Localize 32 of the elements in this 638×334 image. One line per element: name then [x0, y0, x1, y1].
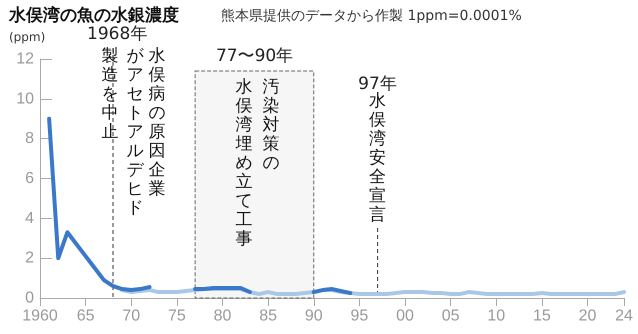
ref-line-label: 1968年	[87, 24, 148, 45]
x-tick-label: 85	[259, 308, 278, 324]
x-tick-label: 65	[76, 308, 95, 324]
x-tick-label: 10	[487, 308, 506, 324]
annotation: 製造を中止	[100, 46, 120, 142]
y-tick-label: 10	[16, 90, 34, 108]
x-tick-label: 1960	[22, 308, 58, 324]
chart-subtitle: 熊本県提供のデータから作製 1ppm=0.0001%	[221, 8, 522, 24]
y-tick-label: 12	[16, 50, 34, 68]
x-tick-label: 15	[532, 308, 551, 324]
x-tick-label: 24	[615, 308, 633, 324]
x-tick-label: 90	[304, 308, 323, 324]
x-tick-label: 80	[214, 308, 232, 324]
x-tick-label: 05	[442, 308, 460, 324]
band-label: 77〜90年	[216, 45, 294, 67]
y-tick-label: 4	[25, 210, 34, 227]
y-tick-label: 0	[25, 290, 34, 306]
x-tick-label: 95	[350, 308, 368, 324]
text: 水俣湾埋め立て工事	[236, 77, 252, 249]
chart-title: 水俣湾の魚の水銀濃度	[8, 6, 179, 26]
ref-line-label: 97年水俣湾安全宣言	[358, 73, 397, 225]
x-tick-label: 00	[396, 308, 414, 324]
y-tick-label: 8	[25, 130, 34, 148]
y-tick-label: 2	[25, 250, 34, 267]
y-axis-title: (ppm)	[9, 30, 46, 44]
annotation: 汚染対策の	[262, 77, 280, 173]
annotation: 水俣病の原因企業	[148, 46, 166, 199]
x-tick-label: 75	[168, 308, 186, 324]
y-tick-label: 6	[25, 170, 34, 187]
x-tick-label: 20	[578, 308, 596, 324]
x-tick-label: 70	[122, 308, 140, 324]
text: がアセトアルデヒド	[126, 46, 144, 218]
